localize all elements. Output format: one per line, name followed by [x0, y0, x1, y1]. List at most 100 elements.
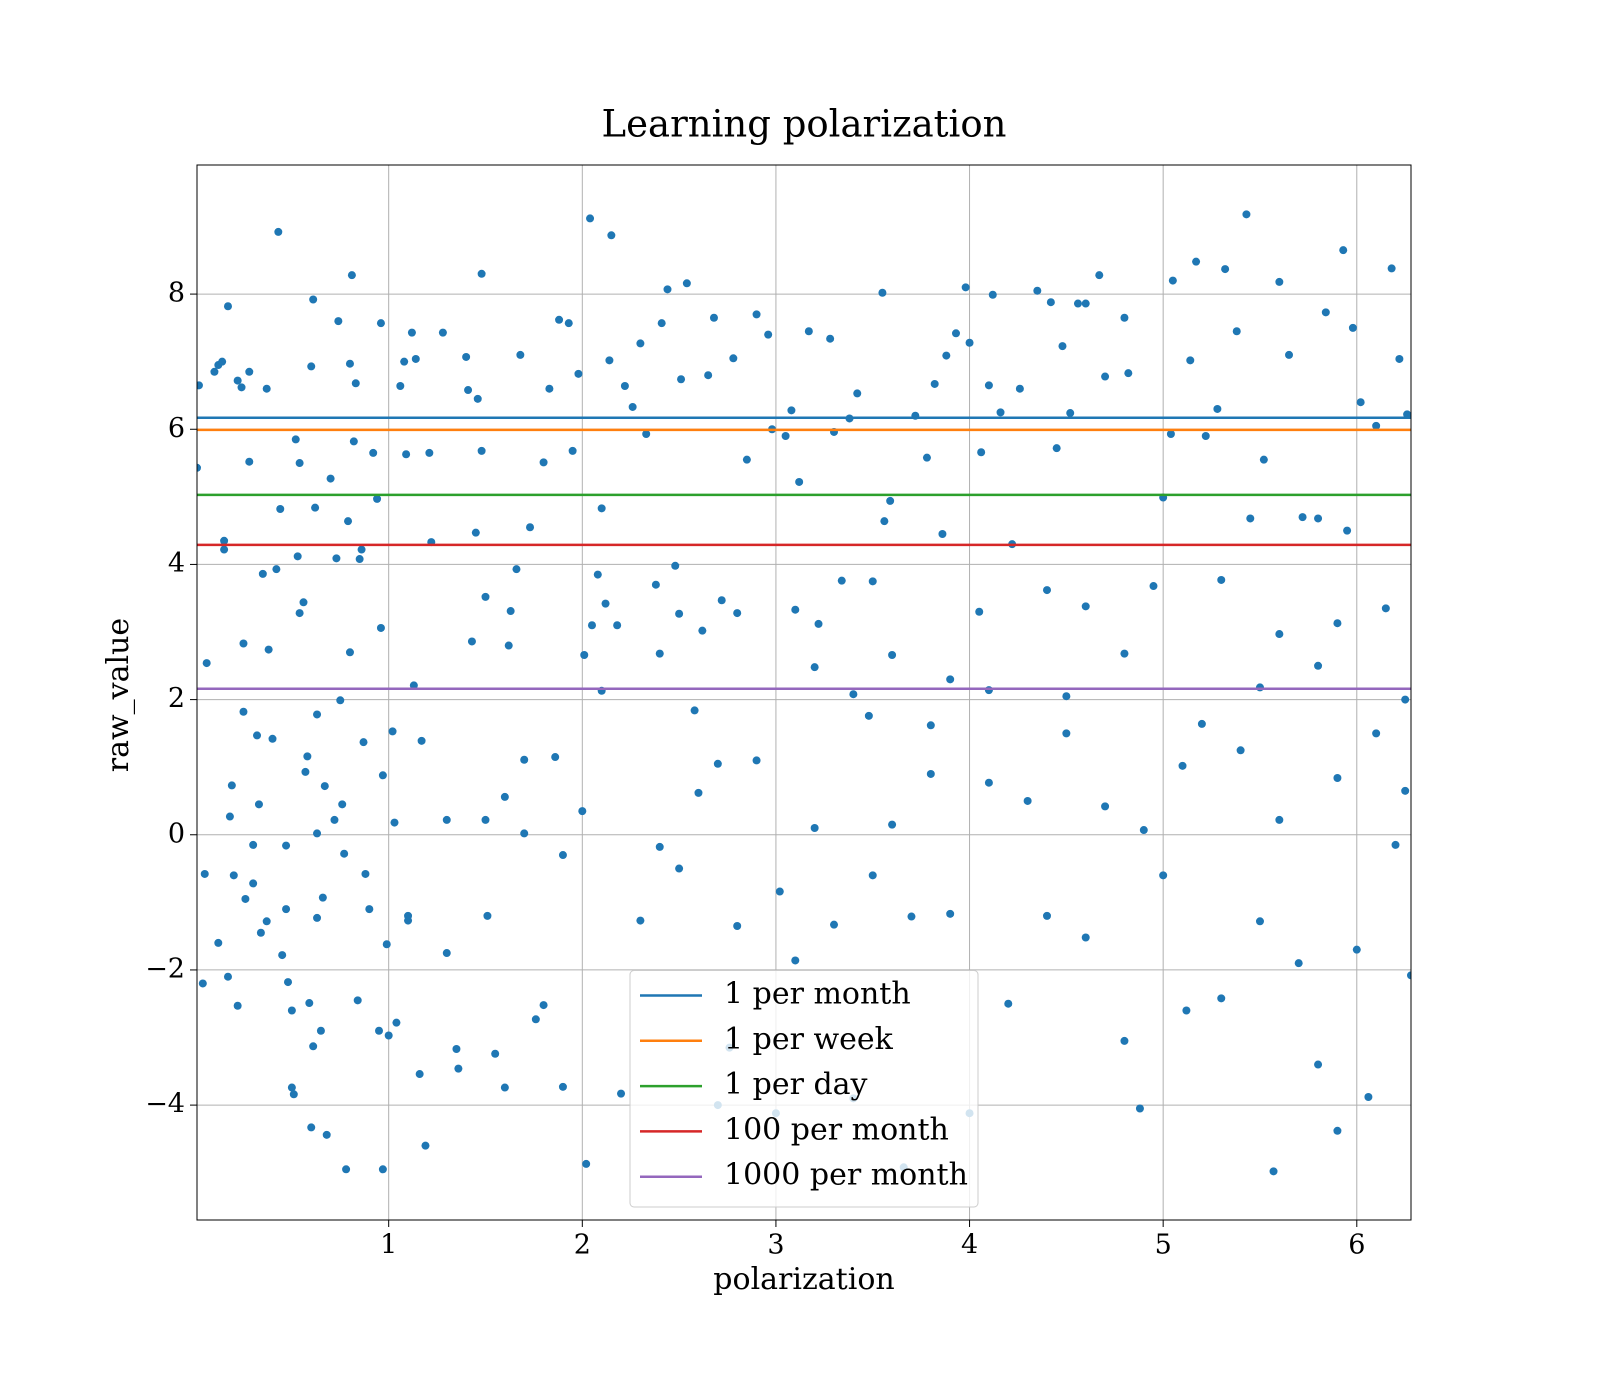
- scatter-point: [452, 1045, 461, 1054]
- scatter-point: [752, 310, 761, 319]
- scatter-point: [878, 288, 887, 297]
- scatter-point: [411, 354, 420, 363]
- scatter-point: [345, 648, 354, 657]
- scatter-point: [1314, 1060, 1323, 1069]
- scatter-point: [504, 641, 513, 650]
- scatter-point: [996, 408, 1005, 417]
- scatter-point: [347, 271, 356, 280]
- scatter-point: [369, 448, 378, 457]
- scatter-point: [1081, 299, 1090, 308]
- scatter-point: [287, 1006, 296, 1015]
- scatter-point: [717, 596, 726, 605]
- scatter-point: [477, 269, 486, 278]
- scatter-point: [1314, 514, 1323, 523]
- scatter-point: [388, 727, 397, 736]
- y-tick-label: −4: [145, 1089, 185, 1120]
- scatter-point: [1073, 299, 1082, 308]
- scatter-point: [1201, 432, 1210, 441]
- scatter-point: [1364, 1092, 1373, 1101]
- scatter-point: [1052, 444, 1061, 453]
- scatter-point: [1348, 323, 1357, 332]
- scatter-point: [384, 1031, 393, 1040]
- legend-label: 1 per day: [724, 1067, 868, 1102]
- y-tick-label: 0: [168, 818, 185, 849]
- scatter-point: [1356, 398, 1365, 407]
- scatter-point: [1081, 933, 1090, 942]
- x-tick-label: 5: [1155, 1230, 1172, 1261]
- scatter-point: [558, 1082, 567, 1091]
- scatter-point: [442, 949, 451, 958]
- scatter-point: [826, 334, 835, 343]
- scatter-point: [268, 734, 277, 743]
- scatter-point: [284, 978, 293, 987]
- scatter-point: [1372, 729, 1381, 738]
- scatter-point: [400, 357, 409, 366]
- scatter-point: [282, 841, 291, 850]
- scatter-point: [274, 227, 283, 236]
- scatter-point: [787, 406, 796, 415]
- scatter-point: [1081, 602, 1090, 611]
- scatter-point: [1120, 1036, 1129, 1045]
- scatter-point: [425, 448, 434, 457]
- scatter-point: [318, 893, 327, 902]
- scatter-point: [568, 446, 577, 455]
- scatter-point: [613, 621, 622, 630]
- scatter-point: [1062, 729, 1071, 738]
- scatter-point: [1159, 871, 1168, 880]
- scatter-point: [442, 815, 451, 824]
- scatter-point: [864, 711, 873, 720]
- scatter-point: [287, 1083, 296, 1092]
- scatter-point: [663, 285, 672, 294]
- scatter-point: [322, 1130, 331, 1139]
- scatter-point: [593, 570, 602, 579]
- legend-label: 100 per month: [724, 1112, 949, 1147]
- scatter-point: [690, 706, 699, 715]
- scatter-point: [675, 864, 684, 873]
- scatter-point: [320, 782, 329, 791]
- y-tick-label: 8: [168, 278, 185, 309]
- scatter-point: [1372, 421, 1381, 430]
- scatter-point: [1149, 582, 1158, 591]
- scatter-point: [375, 1026, 384, 1035]
- scatter-point: [291, 435, 300, 444]
- scatter-point: [1101, 372, 1110, 381]
- scatter-point: [791, 956, 800, 965]
- scatter-point: [1403, 410, 1411, 419]
- scatter-point: [961, 283, 970, 292]
- legend-label: 1000 per month: [724, 1158, 968, 1193]
- scatter-point: [214, 938, 223, 947]
- scatter-point: [810, 824, 819, 833]
- scatter-point: [1124, 369, 1133, 378]
- scatter-point: [311, 503, 320, 512]
- scatter-point: [340, 849, 349, 858]
- scatter-point: [1058, 342, 1067, 351]
- scatter-point: [210, 367, 219, 376]
- scatter-point: [555, 315, 564, 324]
- scatter-point: [307, 362, 316, 371]
- scatter-point: [454, 1064, 463, 1073]
- scatter-point: [220, 536, 229, 545]
- scatter-point: [1042, 586, 1051, 595]
- scatter-point: [239, 639, 248, 648]
- scatter-point: [1023, 796, 1032, 805]
- scatter-point: [483, 911, 492, 920]
- x-tick-label: 3: [767, 1230, 784, 1261]
- scatter-point: [1217, 575, 1226, 584]
- scatter-point: [365, 905, 374, 914]
- scatter-point: [951, 329, 960, 338]
- scatter-point: [1236, 746, 1245, 755]
- scatter-point: [526, 523, 535, 532]
- scatter-point: [965, 338, 974, 347]
- scatter-point: [355, 555, 364, 564]
- scatter-point: [295, 459, 304, 468]
- scatter-point: [376, 623, 385, 632]
- scatter-point: [237, 383, 246, 392]
- scatter-point: [1192, 257, 1201, 266]
- scatter-point: [636, 916, 645, 925]
- scatter-point: [1259, 455, 1268, 464]
- legend-box: [629, 970, 979, 1208]
- scatter-point: [1339, 246, 1348, 255]
- scatter-point: [332, 554, 341, 563]
- scatter-point: [930, 379, 939, 388]
- scatter-point: [326, 474, 335, 483]
